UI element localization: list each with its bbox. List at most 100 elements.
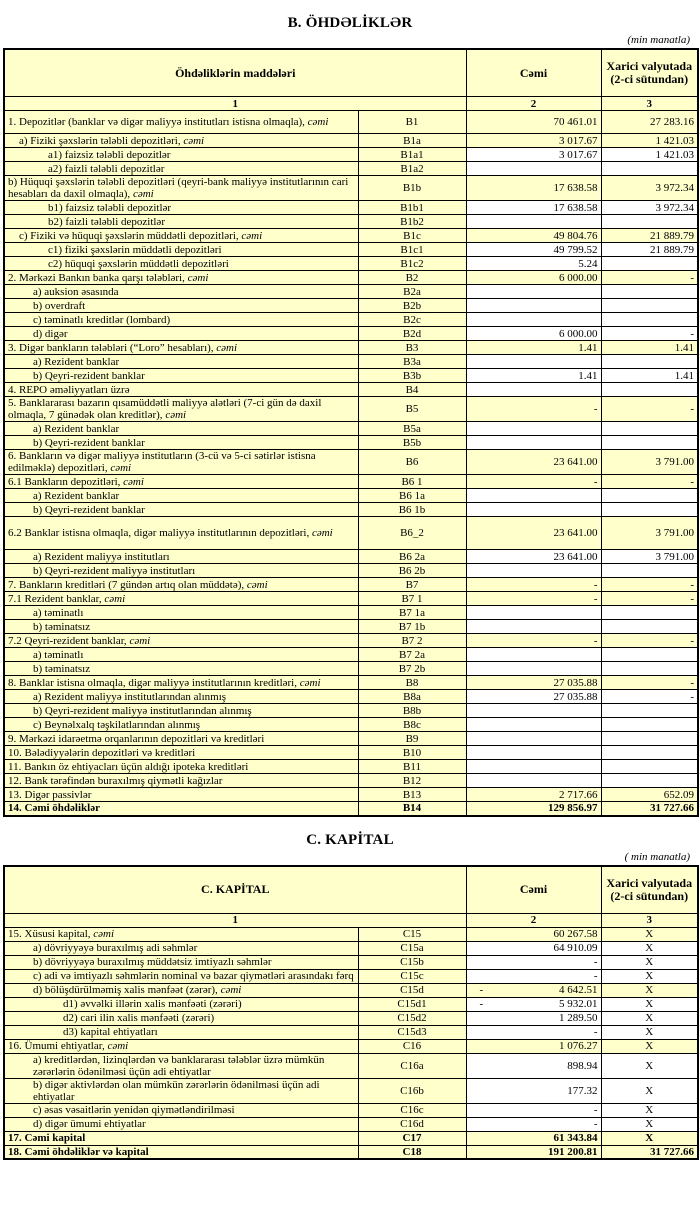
row-total-value: 70 461.01	[465, 110, 602, 134]
row-total-value: 2 717.66	[465, 787, 602, 802]
unit-note: (min manatla)	[627, 34, 690, 46]
row-foreign-value	[600, 421, 699, 436]
row-foreign-value: 21 889.79	[600, 228, 699, 243]
row-total-value: -	[465, 633, 602, 648]
row-foreign-value: X	[600, 1038, 699, 1054]
table-row: 6.1 Bankların depozitləri, cəmi B6 1--	[3, 474, 699, 489]
table-row: b) digər aktivlərdən olan mümkün zərərlə…	[3, 1077, 699, 1104]
row-label: a2) faizli tələbli depozitlər	[3, 161, 359, 176]
row-label: b) dövriyyəyə buraxılmış müddətsiz imtiy…	[3, 954, 359, 970]
row-foreign-value	[600, 354, 699, 369]
row-code: B3	[357, 340, 467, 355]
row-total-value: -	[465, 577, 602, 592]
table-row: c) əsas vəsaitlərin yenidən qiymətləndir…	[3, 1102, 699, 1118]
row-label: 18. Cəmi öhdəliklər və kapital	[3, 1144, 359, 1160]
row-code: B2b	[357, 298, 467, 313]
row-label: d) bölüşdürülməmiş xalis mənfəət (zərər)…	[3, 982, 359, 998]
row-label: c) Fiziki və hüquqi şəxslərin müddətli d…	[3, 228, 359, 243]
row-foreign-value	[600, 647, 699, 662]
row-total-value	[465, 731, 602, 746]
row-total-value	[465, 161, 602, 176]
row-total-value	[465, 563, 602, 578]
row-label: b) Qeyri-rezident banklar	[3, 502, 359, 517]
row-total-value: -	[465, 1116, 602, 1132]
row-code: B7	[357, 577, 467, 592]
table-row: c) Fiziki və hüquqi şəxslərin müddətli d…	[3, 228, 699, 243]
column-number-total: 2	[465, 96, 602, 111]
row-total-value: -	[465, 396, 602, 422]
table-row: 7.1 Rezident banklar, cəmi B7 1--	[3, 591, 699, 606]
row-code: B1b2	[357, 214, 467, 229]
row-label: c) adi və imtiyazlı səhmlərin nominal və…	[3, 968, 359, 984]
row-label: 7.1 Rezident banklar, cəmi	[3, 591, 359, 606]
table-row: a) kreditlərdən, lizinqlərdən və banklar…	[3, 1052, 699, 1079]
row-total-value	[465, 214, 602, 229]
row-foreign-value	[600, 619, 699, 634]
row-foreign-value	[600, 312, 699, 327]
row-code: B10	[357, 745, 467, 760]
row-code: B6 1a	[357, 488, 467, 503]
row-total-value: 1.41	[465, 368, 602, 383]
table-row: b) Qeyri-rezident banklar B5b	[3, 435, 699, 450]
row-foreign-value	[600, 717, 699, 732]
table-row: b) təminatsız B7 2b	[3, 661, 699, 676]
row-label: b) təminatsız	[3, 619, 359, 634]
row-label: 13. Digər passivlər	[3, 787, 359, 802]
row-code: C15b	[357, 954, 467, 970]
row-code: B2d	[357, 326, 467, 341]
row-code: B8a	[357, 689, 467, 704]
row-foreign-value: -	[600, 591, 699, 606]
row-code: C15a	[357, 940, 467, 956]
column-number-items: 1	[3, 912, 467, 928]
row-total-value: 60 267.58	[465, 926, 602, 942]
row-label: c) təminatlı kreditlər (lombard)	[3, 312, 359, 327]
column-number-items: 1	[3, 96, 467, 111]
row-total-value	[465, 647, 602, 662]
row-foreign-value	[600, 605, 699, 620]
row-total-value: 177.32	[465, 1077, 602, 1104]
row-label: 11. Bankın öz ehtiyacları üçün aldığı ip…	[3, 759, 359, 774]
row-total-value	[465, 298, 602, 313]
row-foreign-value	[600, 435, 699, 450]
row-label: a) Rezident banklar	[3, 354, 359, 369]
row-code: B9	[357, 731, 467, 746]
column-header-items: Öhdəliklərin maddələri	[3, 48, 467, 97]
column-header-items: C. KAPİTAL	[3, 865, 467, 914]
row-label: 14. Cəmi öhdəliklər	[3, 801, 359, 816]
row-label: a) Rezident banklar	[3, 488, 359, 503]
table-row: b) Qeyri-rezident maliyyə institutlarınd…	[3, 703, 699, 718]
row-code: B7 2b	[357, 661, 467, 676]
row-code: B8c	[357, 717, 467, 732]
row-label: 1. Depozitlər (banklar və digər maliyyə …	[3, 110, 359, 134]
row-label: 6.1 Bankların depozitləri, cəmi	[3, 474, 359, 489]
row-label: 17. Cəmi kapital	[3, 1130, 359, 1146]
table-row: b) Qeyri-rezident banklar B6 1b	[3, 502, 699, 517]
table-row: 1. Depozitlər (banklar və digər maliyyə …	[3, 110, 699, 134]
table-row: c2) hüquqi şəxslərin müddətli depozitlər…	[3, 256, 699, 271]
table-row: d) digər ümumi ehtiyatlar C16d - X	[3, 1116, 699, 1132]
section-c-title: C. KAPİTAL	[306, 831, 394, 848]
row-code: B6 2a	[357, 549, 467, 564]
row-label: c2) hüquqi şəxslərin müddətli depozitlər…	[3, 256, 359, 271]
row-label: 9. Mərkəzi idarəetmə orqanlarının depozi…	[3, 731, 359, 746]
row-foreign-value: 652.09	[600, 787, 699, 802]
row-label: 12. Bank tərəfindən buraxılmış qiymətli …	[3, 773, 359, 788]
row-code: B2a	[357, 284, 467, 299]
row-total-value	[465, 354, 602, 369]
row-label: b) təminatsız	[3, 661, 359, 676]
column-header-foreign: Xarici valyutada (2-ci sütundan)	[600, 48, 699, 97]
row-code: B7 2a	[357, 647, 467, 662]
row-code: B1c1	[357, 242, 467, 257]
table-row: 5. Banklararası bazarın qısamüddətli mal…	[3, 396, 699, 422]
table-row: 13. Digər passivlər B13 2 717.66 652.09	[3, 787, 699, 802]
row-code: B5b	[357, 435, 467, 450]
table-row: 4. REPO əməliyyatları üzrə B4	[3, 382, 699, 397]
row-foreign-value	[600, 759, 699, 774]
row-foreign-value	[600, 161, 699, 176]
row-foreign-value: X	[600, 954, 699, 970]
row-total-value	[465, 435, 602, 450]
table-row: 3. Digər bankların tələbləri (“Loro” hes…	[3, 340, 699, 355]
table-row: a) Rezident banklar B3a	[3, 354, 699, 369]
row-code: C16b	[357, 1077, 467, 1104]
row-foreign-value	[600, 256, 699, 271]
